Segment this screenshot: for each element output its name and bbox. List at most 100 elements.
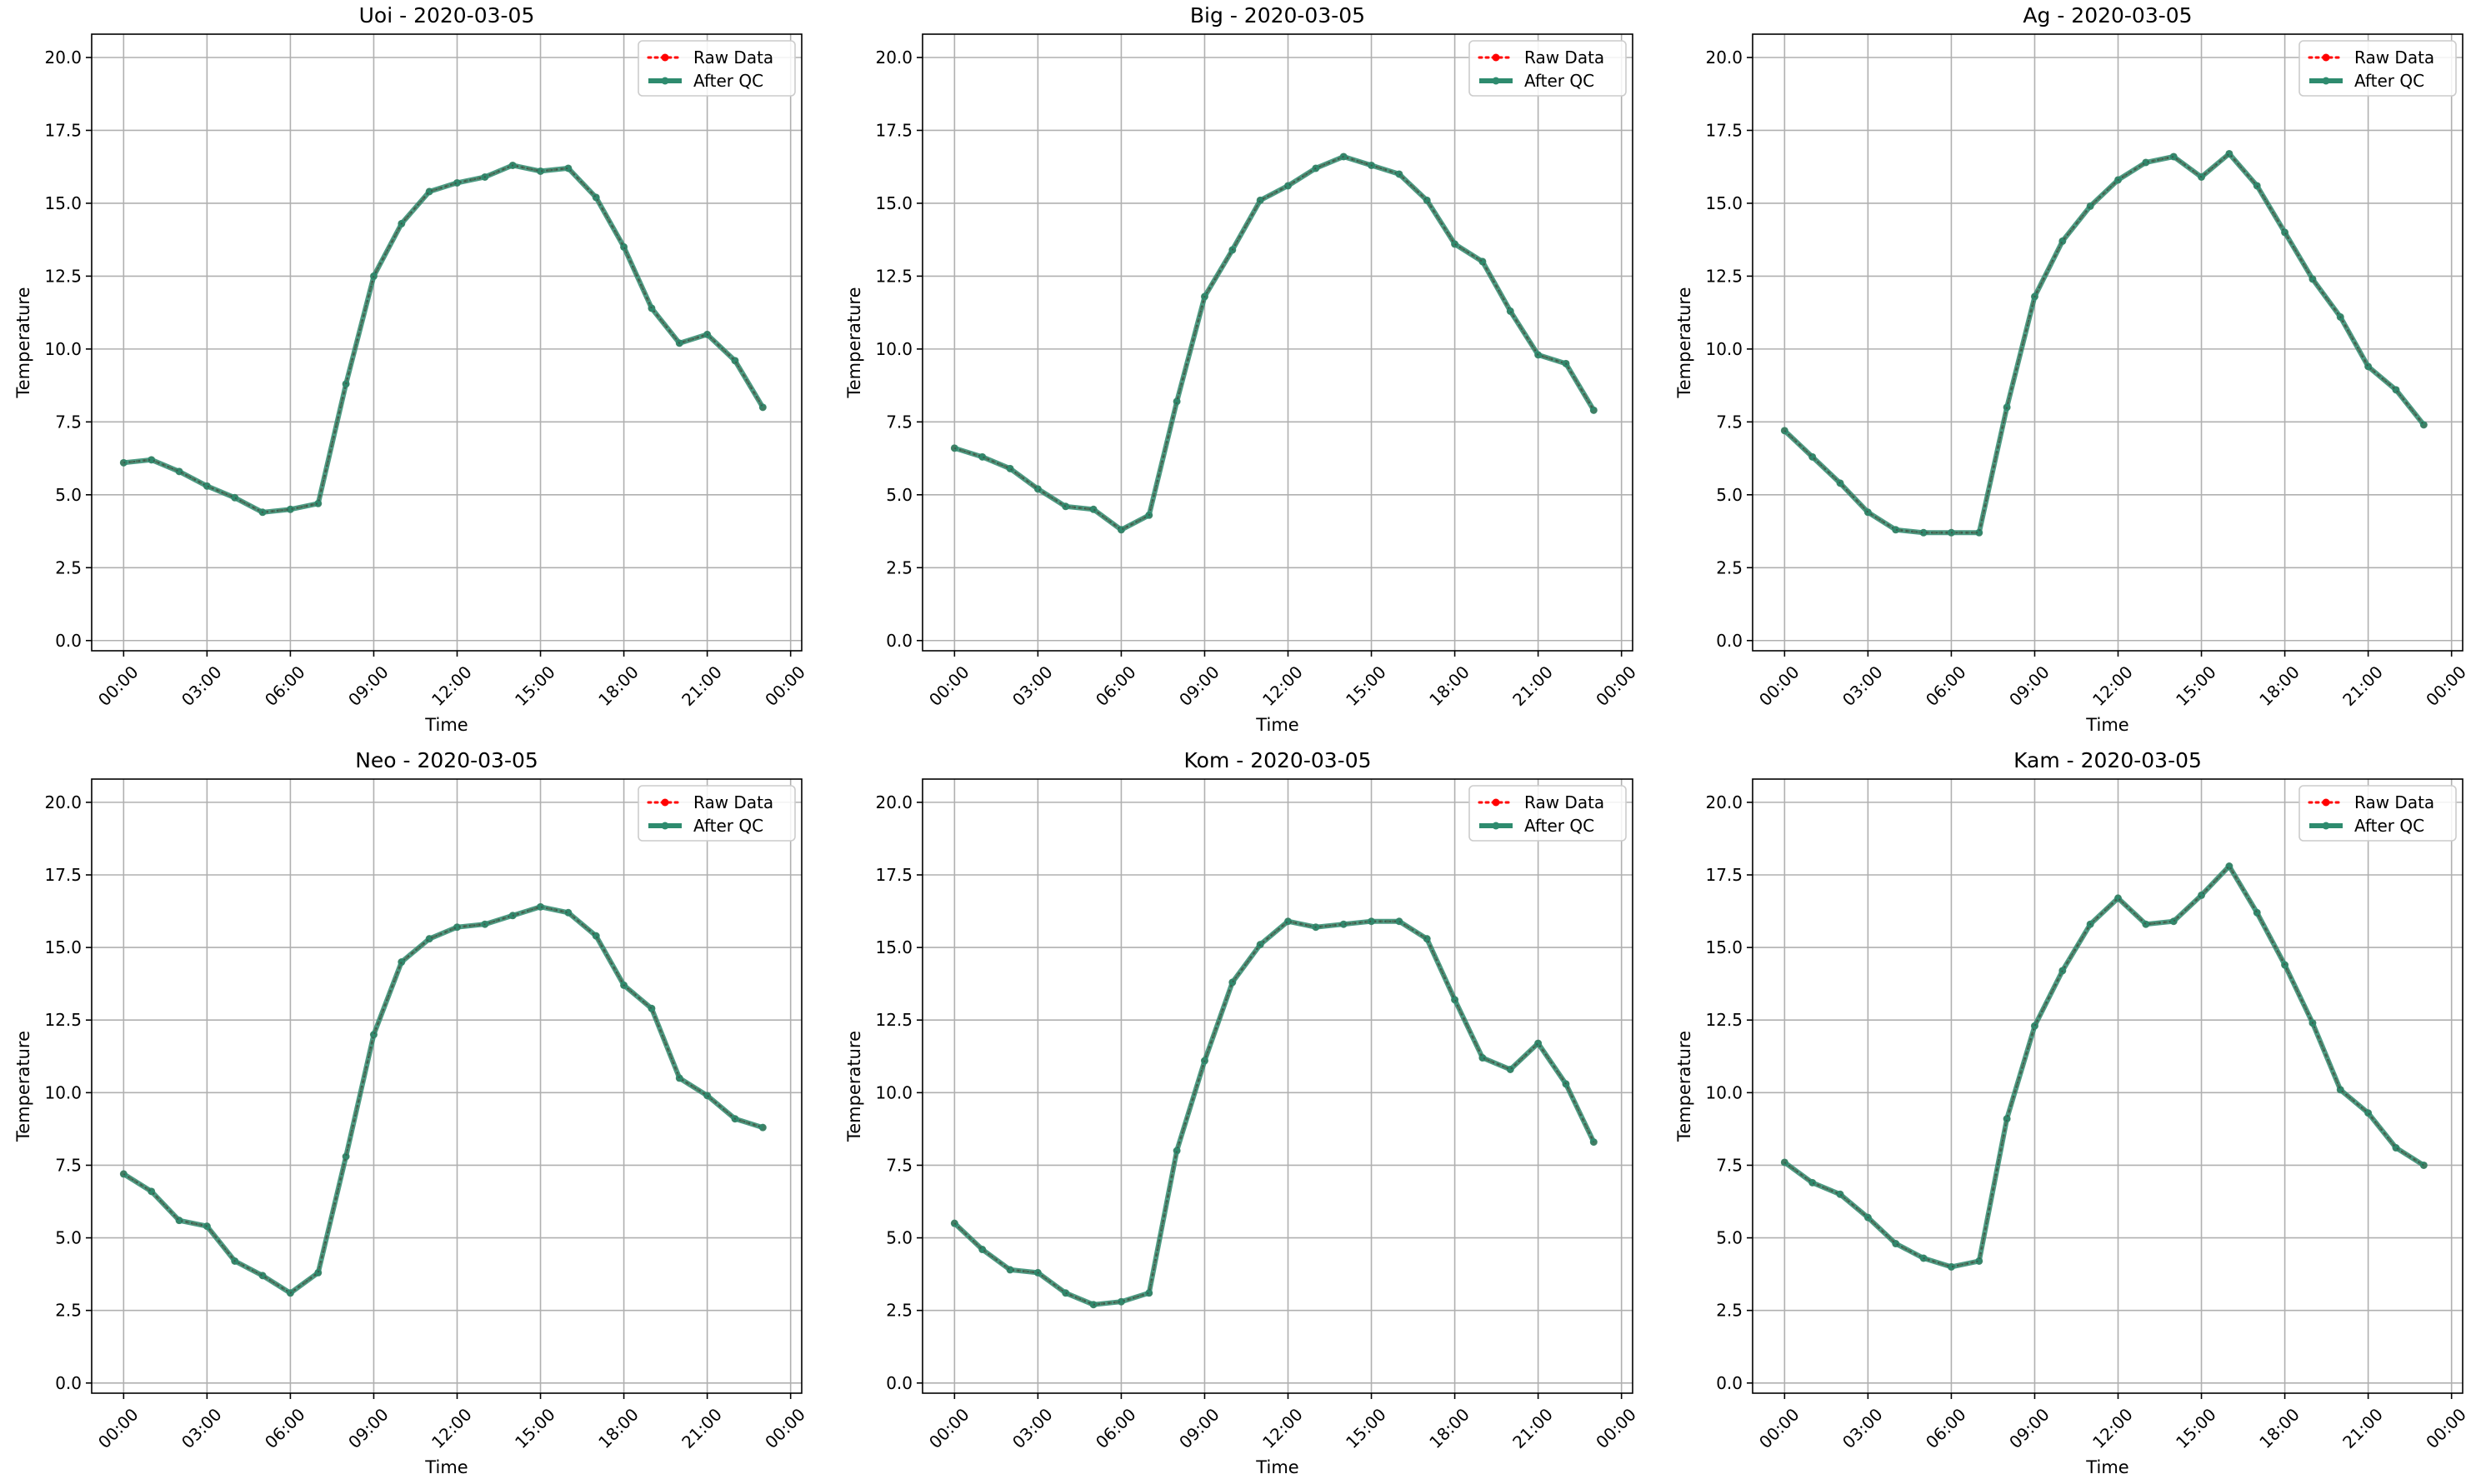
chart-title: Ag - 2020-03-05 (2023, 3, 2192, 27)
legend-raw-label: Raw Data (2354, 792, 2434, 812)
y-tick-label: 17.5 (44, 865, 82, 885)
subplot-2: 0.0 2.5 5.0 7.5 10.0 12.5 15.0 17.5 20.0 00:00 03:… (844, 3, 1640, 735)
x-tick-label: 09:00 (1175, 1404, 1223, 1452)
chart-title: Big - 2020-03-05 (1190, 3, 1365, 27)
y-tick-label: 0.0 (55, 631, 82, 651)
legend-raw-label: Raw Data (693, 47, 773, 67)
y-axis-label: Temperature (1674, 287, 1694, 398)
raw-data-line (1783, 152, 2425, 534)
x-tick-label: 21:00 (2338, 662, 2387, 710)
y-tick-label: 17.5 (1705, 865, 1743, 885)
raw-overlay-line (1783, 152, 2425, 534)
y-axis-label: Temperature (13, 287, 33, 398)
x-tick-label: 06:00 (1092, 1404, 1140, 1452)
qc-data-point (2253, 908, 2261, 917)
legend-qc-marker (1492, 822, 1500, 830)
raw-overlay-line (954, 155, 1595, 531)
qc-data-point (1368, 917, 1376, 926)
qc-data-point (1808, 1178, 1817, 1187)
x-tick-label: 21:00 (2338, 1404, 2387, 1452)
legend-raw-label: Raw Data (1524, 47, 1604, 67)
qc-data-point (1478, 1054, 1487, 1062)
qc-data-point (2142, 920, 2150, 928)
qc-data-point (1975, 528, 1983, 537)
y-tick-label: 0.0 (886, 631, 913, 651)
y-tick-label: 20.0 (44, 47, 82, 67)
x-axis-label: Time (2085, 715, 2128, 735)
axes-frame (91, 33, 803, 652)
y-tick-label: 5.0 (55, 1228, 82, 1248)
y-tick-label: 0.0 (1716, 1373, 1743, 1393)
y-tick-label: 10.0 (1705, 1082, 1743, 1102)
raw-overlay-line (953, 920, 1595, 1306)
y-tick-label: 20.0 (875, 792, 913, 812)
x-tick-label: 03:00 (1008, 662, 1057, 710)
y-tick-label: 7.5 (55, 1155, 82, 1175)
y-tick-label: 15.0 (875, 937, 913, 957)
y-tick-label: 7.5 (55, 412, 82, 432)
x-tick-label: 09:00 (2005, 662, 2053, 710)
x-tick-label: 00:00 (925, 1404, 973, 1452)
qc-data-point (978, 1246, 987, 1254)
x-tick-label: 09:00 (344, 1404, 393, 1452)
legend-qc-label: After QC (1524, 816, 1594, 836)
qc-data-point (2169, 917, 2178, 926)
qc-data-point (648, 304, 656, 312)
qc-data-point (1534, 1039, 1543, 1047)
qc-data-line (953, 918, 1597, 1307)
qc-data-point (758, 1123, 767, 1132)
x-tick-label: 00:00 (1592, 662, 1640, 710)
y-tick-label: 0.0 (55, 1373, 82, 1393)
x-tick-label: 21:00 (1508, 1404, 1557, 1452)
y-tick-label: 7.5 (886, 1155, 913, 1175)
y-tick-label: 5.0 (886, 485, 913, 505)
x-axis-label: Time (1255, 1457, 1298, 1477)
raw-data-line (953, 920, 1595, 1307)
qc-data-line (1783, 863, 2425, 1270)
qc-data-point (2364, 1109, 2373, 1117)
y-tick-label: 15.0 (44, 937, 82, 957)
y-axis-label: Temperature (1674, 1031, 1694, 1142)
y-tick-label: 5.0 (55, 485, 82, 505)
y-tick-label: 7.5 (886, 412, 913, 432)
qc-data-line (1783, 151, 2426, 536)
y-tick-label: 12.5 (875, 1010, 913, 1030)
y-axis-label: Temperature (844, 1031, 864, 1142)
legend-raw-label: Raw Data (693, 792, 773, 812)
qc-data-point (314, 499, 323, 507)
qc-data-point (703, 1092, 712, 1100)
axes-frame (922, 778, 1633, 1394)
raw-overlay-line (123, 906, 763, 1295)
x-axis-label: Time (424, 1457, 468, 1477)
qc-data-point (1423, 935, 1431, 943)
qc-data-point (148, 456, 156, 464)
y-tick-label: 15.0 (1705, 937, 1743, 957)
x-tick-label: 09:00 (2005, 1404, 2053, 1452)
qc-data-point (2419, 421, 2428, 429)
y-tick-label: 12.5 (44, 266, 82, 286)
x-axis-label: Time (424, 715, 468, 735)
qc-data-point (258, 1272, 267, 1280)
x-tick-label: 15:00 (1342, 1404, 1390, 1452)
qc-data-point (1395, 170, 1403, 178)
subplot-3: 0.0 2.5 5.0 7.5 10.0 12.5 15.0 17.5 20.0 00:00 03:… (1674, 3, 2470, 735)
y-tick-label: 7.5 (1716, 412, 1743, 432)
y-tick-label: 5.0 (886, 1228, 913, 1248)
y-tick-label: 0.0 (886, 1373, 913, 1393)
qc-data-point (1506, 307, 1514, 315)
legend: Raw Data After QC (638, 40, 796, 97)
raw-overlay-line (1783, 864, 2424, 1268)
y-tick-label: 10.0 (875, 1082, 913, 1102)
qc-data-point (1947, 1262, 1955, 1271)
qc-data-point (1975, 1257, 1983, 1265)
qc-data-point (425, 935, 433, 943)
qc-data-point (592, 193, 600, 202)
raw-overlay-line (123, 164, 764, 513)
qc-data-point (1919, 528, 1928, 537)
qc-data-point (1173, 397, 1181, 406)
qc-data-point (1173, 1147, 1181, 1155)
qc-data-point (369, 1031, 378, 1039)
qc-data-point (2419, 1161, 2428, 1169)
x-tick-label: 00:00 (2422, 1404, 2470, 1452)
legend-qc-marker (2322, 77, 2330, 85)
